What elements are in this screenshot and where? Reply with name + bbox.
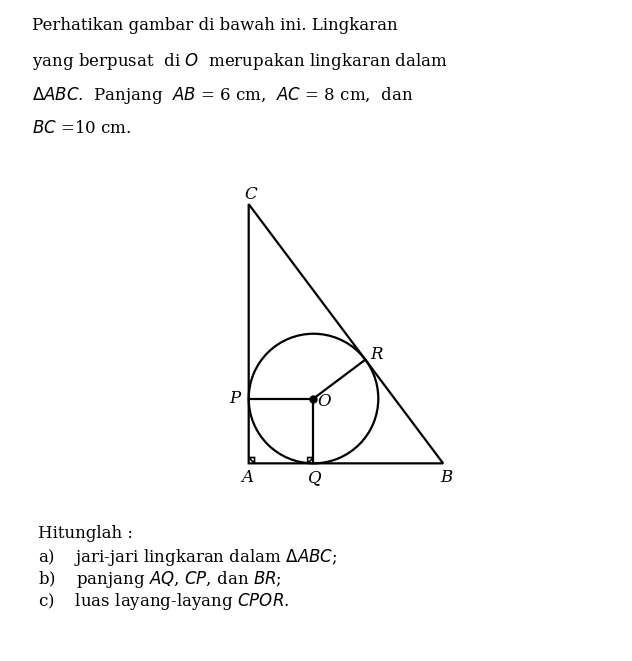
Text: a)    jari-jari lingkaran dalam $\Delta \mathit{ABC}$;: a) jari-jari lingkaran dalam $\Delta \ma… bbox=[38, 547, 337, 568]
Text: A: A bbox=[241, 469, 253, 486]
Text: b)    panjang $\mathit{AQ}$, $\mathit{CP}$, dan $\mathit{BR}$;: b) panjang $\mathit{AQ}$, $\mathit{CP}$,… bbox=[38, 569, 282, 590]
Text: $\Delta \mathit{ABC}$.  Panjang  $\mathit{AB}$ = 6 cm,  $\mathit{AC}$ = 8 cm,  d: $\Delta \mathit{ABC}$. Panjang $\mathit{… bbox=[32, 85, 413, 106]
Text: $\mathit{BC}$ =10 cm.: $\mathit{BC}$ =10 cm. bbox=[32, 120, 131, 137]
Text: Hitunglah :: Hitunglah : bbox=[38, 525, 133, 543]
Text: B: B bbox=[441, 469, 453, 486]
Text: yang berpusat  di $\mathit{O}$  merupakan lingkaran dalam: yang berpusat di $\mathit{O}$ merupakan … bbox=[32, 51, 447, 72]
Text: C: C bbox=[244, 186, 257, 203]
Text: O: O bbox=[317, 393, 331, 410]
Text: Perhatikan gambar di bawah ini. Lingkaran: Perhatikan gambar di bawah ini. Lingkara… bbox=[32, 17, 398, 34]
Text: P: P bbox=[229, 390, 241, 407]
Text: Q: Q bbox=[308, 469, 322, 486]
Text: c)    luas layang-layang $\mathit{CPOR}$.: c) luas layang-layang $\mathit{CPOR}$. bbox=[38, 591, 289, 612]
Text: R: R bbox=[370, 346, 383, 364]
